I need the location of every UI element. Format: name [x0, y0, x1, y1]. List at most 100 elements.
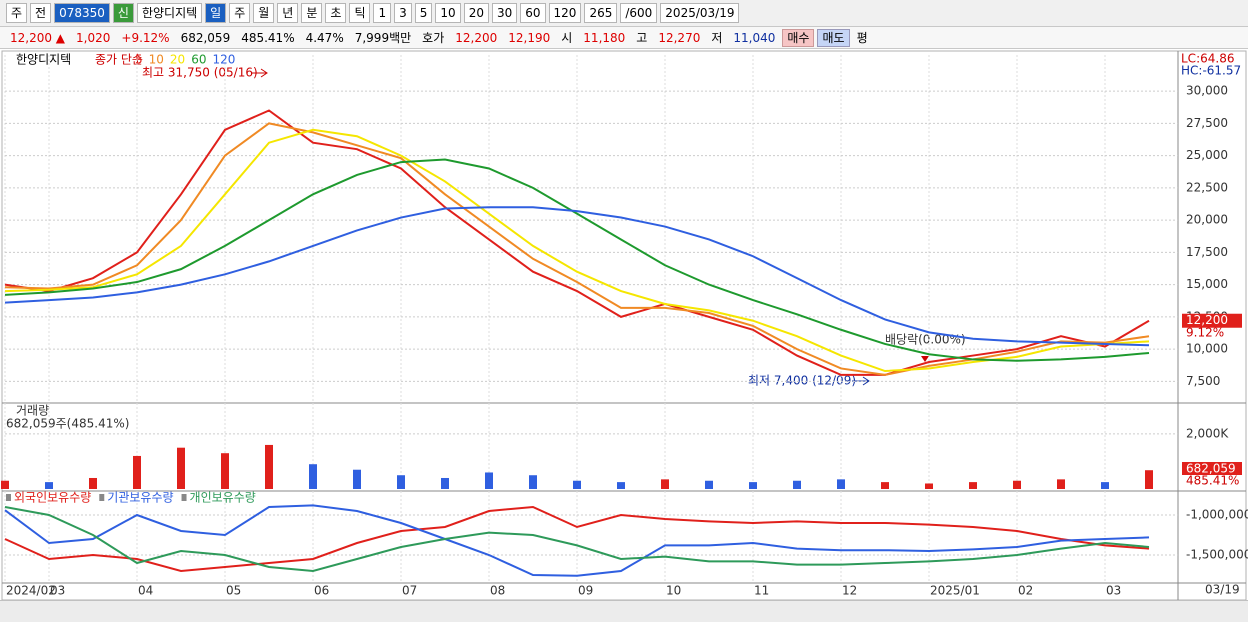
panel-title: 한양디지텍	[16, 53, 71, 67]
legend-entry: 기관보유수량	[107, 491, 173, 505]
legend-entry: 5	[135, 53, 143, 67]
panel-subtitle: 682,059주(485.41%)	[6, 417, 129, 431]
volume-bar	[969, 482, 977, 489]
quote-field: 호가	[422, 30, 445, 45]
volume-bar	[485, 472, 493, 489]
legend-entry: 20	[170, 53, 185, 67]
quote-field: 저	[711, 30, 723, 45]
toolbar-button[interactable]: 1	[373, 3, 392, 23]
toolbar-button[interactable]: 신	[112, 3, 134, 23]
quote-field: 11,180	[583, 30, 626, 45]
quote-field: 12,200 ▲	[10, 30, 66, 45]
toolbar-button[interactable]: 078350	[54, 3, 110, 23]
arrow	[252, 68, 268, 78]
series-line	[4, 504, 1150, 577]
scrollbar[interactable]	[0, 600, 1248, 622]
quote-field: 12,200	[455, 30, 498, 45]
series-line	[4, 206, 1150, 347]
toolbar-button[interactable]: 265	[584, 3, 618, 23]
series-line	[4, 128, 1150, 373]
y-tick-label: 20,000	[1186, 213, 1228, 227]
quote-bar: 12,200 ▲ 1,020 +9.12% 682,059 485.41% 4.47% 7,…	[0, 27, 1248, 49]
toolbar-button[interactable]: 틱	[349, 3, 371, 23]
toolbar-button[interactable]: 3	[394, 3, 412, 23]
y-tick-label: 15,000	[1186, 277, 1228, 291]
x-tick-label: 08	[490, 584, 505, 598]
legend-entry: 60	[191, 53, 206, 67]
x-tick-label: 04	[138, 584, 153, 598]
quote-field: 고	[636, 30, 648, 45]
toolbar-button[interactable]: 5	[414, 3, 433, 23]
series-line	[4, 505, 1150, 573]
x-tick-label: 03	[1106, 584, 1121, 598]
toolbar: 주 전 078350 신 한양디지텍 일 주 월 년 분 초 틱 1 3 5 10 20 30 60 120 265/6…	[0, 0, 1248, 27]
volume-bar	[529, 475, 537, 489]
volume-bar	[1013, 480, 1021, 489]
x-tick-label: 2025/01	[930, 584, 980, 598]
volume-bar	[881, 482, 889, 489]
quote-field: +9.12%	[121, 30, 170, 45]
quote-field: 매수	[782, 28, 815, 47]
toolbar-button[interactable]: /600	[620, 3, 658, 23]
quote-field: 12,270	[658, 30, 701, 45]
quote-field: 4.47%	[305, 30, 344, 45]
quote-field: 682,059	[180, 30, 231, 45]
toolbar-button[interactable]: 일	[205, 3, 227, 23]
arrow	[921, 356, 929, 362]
quote-field: 매도	[817, 28, 850, 47]
toolbar-button[interactable]: 20	[463, 3, 489, 23]
legend-marker	[99, 494, 105, 501]
toolbar-button[interactable]: 10	[435, 3, 461, 23]
volume-bar	[89, 477, 97, 489]
x-tick-label: 12	[842, 584, 857, 598]
annotation: 최고 31,750 (05/16)	[142, 66, 258, 80]
y-tick-label: 2,000K	[1186, 426, 1229, 440]
volume-bar	[1145, 470, 1153, 489]
toolbar-button[interactable]: 초	[325, 3, 347, 23]
toolbar-button[interactable]: 60	[520, 3, 546, 23]
y-tick-label: 25,000	[1186, 148, 1228, 162]
toolbar-button[interactable]: 30	[491, 3, 518, 23]
toolbar-button[interactable]: 주	[229, 3, 251, 23]
volume-bar	[265, 444, 273, 489]
toolbar-button[interactable]: 전	[30, 3, 52, 23]
toolbar-button[interactable]: 한양디지텍	[136, 3, 203, 23]
change-label: 9.12%	[1186, 326, 1224, 340]
volume-bar	[133, 455, 141, 489]
y-tick-label: 30,000	[1186, 84, 1228, 98]
volume-bar	[45, 482, 53, 489]
volume-bar	[441, 477, 449, 489]
toolbar-button[interactable]: 월	[253, 3, 275, 23]
toolbar-button[interactable]: 2025/03/19	[660, 3, 740, 23]
legend-entry: 10	[149, 53, 164, 67]
value-label: 12,200	[1186, 313, 1228, 327]
toolbar-button[interactable]: 년	[277, 3, 299, 23]
x-tick-label: 07	[402, 584, 417, 598]
x-tick-label: 10	[666, 584, 681, 598]
legend-marker	[6, 494, 11, 501]
quote-field: 시	[561, 30, 573, 45]
legend-marker	[181, 494, 187, 501]
toolbar-button[interactable]: 주	[6, 3, 28, 23]
quote-field: 7,999백만	[354, 30, 412, 45]
x-tick-label: 05	[226, 584, 241, 598]
annotation: 배당락(0.00%)	[885, 333, 966, 347]
quote-field: 평	[856, 30, 868, 45]
legend-entry: 개인보유수량	[190, 491, 256, 505]
ratio-label: 485.41%	[1186, 474, 1239, 488]
quote-field: 485.41%	[241, 30, 295, 45]
volume-bar	[1057, 479, 1065, 489]
volume-bar	[177, 447, 185, 489]
volume-bar	[353, 469, 361, 489]
toolbar-button[interactable]: 분	[301, 3, 323, 23]
panel-subtitle: 종가 단순	[95, 53, 143, 67]
volume-bar	[837, 479, 845, 489]
series-line	[4, 506, 1150, 573]
value-label-box	[1182, 313, 1242, 328]
x-tick-label: 02	[1018, 584, 1033, 598]
x-tick-label: 2024/02	[6, 584, 56, 598]
toolbar-button[interactable]: 120	[548, 3, 582, 23]
annotation: 최저 7,400 (12/09)	[748, 374, 856, 388]
legend-entry: 외국인보유수량	[14, 491, 91, 505]
